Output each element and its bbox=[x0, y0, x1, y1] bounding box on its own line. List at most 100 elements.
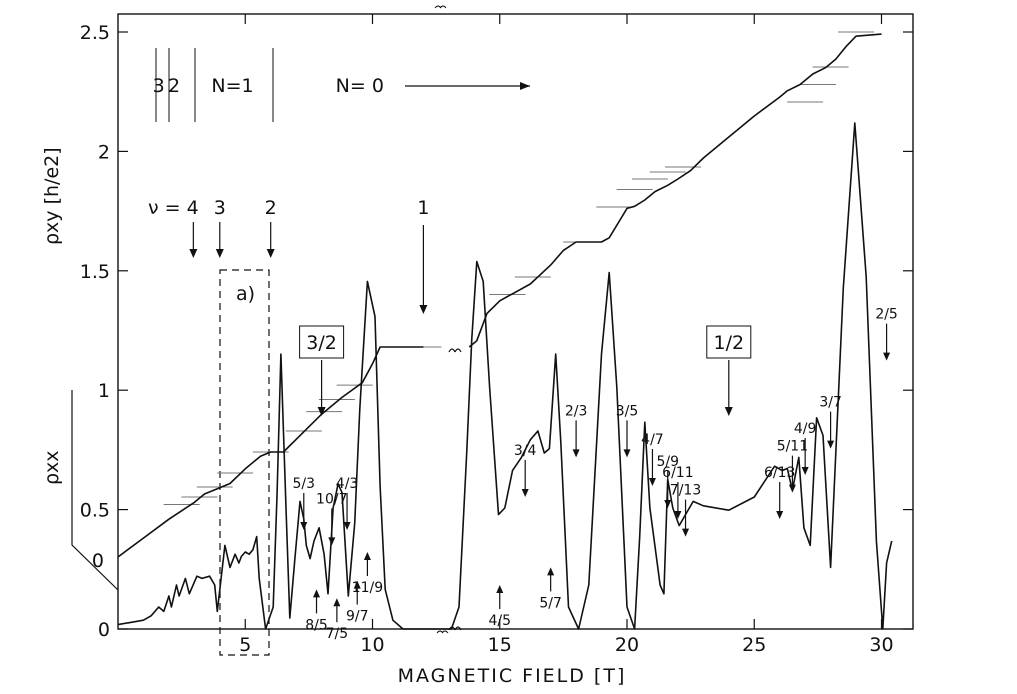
inset-dashed-box bbox=[219, 269, 270, 656]
boxed-arrow-head-1 bbox=[724, 407, 733, 416]
n0-arrow-head bbox=[520, 82, 530, 90]
x-tick-label-4: 25 bbox=[742, 634, 766, 656]
fraction-arrow-head-2 bbox=[343, 522, 351, 530]
nu-label: ν = 4 bbox=[148, 197, 199, 219]
nu-mark-label-1: 3 bbox=[214, 197, 226, 219]
fraction-annot-10: 2/3 bbox=[565, 403, 588, 458]
fraction-arrow-head-15 bbox=[682, 528, 690, 537]
axis-break-top bbox=[434, 5, 447, 9]
fraction-arrow-head-3 bbox=[363, 552, 371, 560]
fraction-arrow-head-10 bbox=[572, 449, 580, 458]
fraction-annot-3: 11/9 bbox=[352, 552, 383, 596]
fraction-arrow-head-12 bbox=[648, 478, 656, 486]
y-tick-label-4: 2 bbox=[98, 141, 110, 163]
landau-level-marks bbox=[155, 48, 530, 122]
fraction-annot-4: 9/7 bbox=[346, 580, 369, 625]
fraction-annot-7: 3/4 bbox=[514, 443, 537, 497]
fraction-label-17: 5/11 bbox=[777, 439, 808, 455]
fraction-annot-11: 3/5 bbox=[616, 403, 638, 458]
fraction-label-4: 9/7 bbox=[346, 609, 369, 625]
x-tick-label-0: 5 bbox=[239, 634, 251, 656]
y-tick-label-0: 0 bbox=[98, 619, 110, 641]
fraction-arrow-head-6 bbox=[333, 598, 341, 607]
fraction-label-0: 5/3 bbox=[293, 476, 316, 492]
curves-layer bbox=[117, 33, 893, 630]
boxed-label-0: 3/2 bbox=[299, 325, 345, 416]
x-tick-label-3: 20 bbox=[615, 634, 639, 656]
landau-label-0: 3 bbox=[153, 75, 165, 97]
fraction-annot-1: 10/7 bbox=[316, 491, 348, 546]
fraction-annot-6: 7/5 bbox=[326, 598, 349, 642]
series-rxx-line bbox=[117, 122, 893, 630]
fraction-arrow-head-17 bbox=[788, 484, 796, 493]
x-tick-label-2: 15 bbox=[488, 634, 512, 656]
fraction-arrow-head-16 bbox=[776, 511, 784, 519]
nu-mark-label-3: 1 bbox=[417, 197, 429, 219]
plateau-layer bbox=[163, 31, 875, 505]
fraction-annot-20: 2/5 bbox=[875, 307, 898, 361]
fraction-label-9: 4/5 bbox=[488, 613, 511, 629]
fraction-arrow-head-7 bbox=[521, 489, 529, 497]
y-axis-label-hall-text: ρxy [h/e2] bbox=[41, 147, 63, 245]
fraction-label-19: 3/7 bbox=[819, 395, 842, 411]
y-axis-label-long: ρxx bbox=[41, 450, 63, 485]
fraction-label-3: 11/9 bbox=[352, 580, 383, 596]
y-tick-label-1: 0.5 bbox=[80, 500, 110, 522]
series-rxy-line bbox=[117, 33, 882, 558]
rxx-axis-bracket bbox=[71, 390, 119, 591]
fraction-arrow-head-18 bbox=[801, 467, 809, 475]
ticks-layer: 5 10 15 20 25 30 0 0.5 1 1.5 2 2.5 bbox=[80, 14, 913, 656]
y-axis-label-hall: ρxy [h/e2] bbox=[41, 147, 63, 245]
fraction-annot-17: 5/11 bbox=[777, 439, 808, 493]
fraction-label-5: 8/5 bbox=[305, 617, 328, 633]
boxed-label-frame-1 bbox=[706, 325, 752, 359]
fraction-annot-18: 4/9 bbox=[794, 421, 817, 475]
y-axis-label-long-text: ρxx bbox=[41, 450, 63, 485]
fraction-annot-15: 7/13 bbox=[670, 483, 701, 537]
fraction-label-18: 4/9 bbox=[794, 421, 817, 437]
fraction-annot-16: 6/13 bbox=[764, 465, 795, 519]
y-tick-label-3: 1.5 bbox=[80, 261, 110, 283]
fraction-annot-5: 8/5 bbox=[305, 589, 328, 633]
fraction-label-8: 5/7 bbox=[539, 595, 562, 611]
fraction-label-2: 4/3 bbox=[336, 476, 359, 492]
nu-mark-label-2: 2 bbox=[265, 197, 277, 219]
fraction-arrow-head-5 bbox=[313, 589, 321, 598]
fraction-label-7: 3/4 bbox=[514, 443, 537, 459]
fraction-arrow-head-19 bbox=[827, 440, 835, 449]
fraction-annot-8: 5/7 bbox=[539, 567, 562, 611]
fraction-label-12: 4/7 bbox=[641, 432, 664, 448]
y-tick-label-2: 1 bbox=[98, 380, 110, 402]
fraction-arrow-head-4 bbox=[353, 580, 361, 589]
x-axis-label: MAGNETIC FIELD [T] bbox=[398, 665, 627, 687]
fraction-label-15: 7/13 bbox=[670, 483, 701, 499]
curve-break-rxy bbox=[448, 348, 462, 353]
fraction-annot-14: 6/11 bbox=[662, 465, 694, 519]
landau-label-2: N=1 bbox=[211, 75, 253, 97]
nu-arrow-head-1 bbox=[215, 249, 224, 258]
fraction-annot-0: 5/3 bbox=[293, 476, 316, 530]
fraction-annot-9: 4/5 bbox=[488, 585, 511, 629]
nu-arrow-head-2 bbox=[266, 249, 275, 258]
fraction-annot-2: 4/3 bbox=[336, 476, 359, 530]
axis-break-bottom bbox=[436, 630, 449, 634]
boxed-label-text-0: 3/2 bbox=[306, 332, 337, 354]
fraction-label-6: 7/5 bbox=[326, 626, 349, 642]
x-tick-label-5: 30 bbox=[869, 634, 893, 656]
fraction-annot-13: 5/9 bbox=[656, 454, 679, 508]
fraction-arrow-head-1 bbox=[328, 537, 336, 546]
fraction-arrow-head-9 bbox=[496, 585, 504, 593]
landau-label-3: N= 0 bbox=[336, 75, 384, 97]
y-tick-label-5: 2.5 bbox=[80, 22, 110, 44]
boxed-label-frame-0 bbox=[299, 325, 345, 359]
boxed-arrow-head-0 bbox=[317, 407, 326, 416]
x-tick-label-1: 10 bbox=[360, 634, 384, 656]
fraction-arrow-head-11 bbox=[623, 449, 631, 458]
boxed-label-1: 1/2 bbox=[706, 325, 752, 416]
fraction-arrow-head-13 bbox=[664, 500, 672, 508]
boxed-label-text-1: 1/2 bbox=[714, 332, 745, 354]
fraction-label-16: 6/13 bbox=[764, 465, 795, 481]
plot-frame bbox=[117, 13, 914, 630]
landau-label-1: 2 bbox=[168, 75, 180, 97]
fraction-label-10: 2/3 bbox=[565, 403, 588, 419]
